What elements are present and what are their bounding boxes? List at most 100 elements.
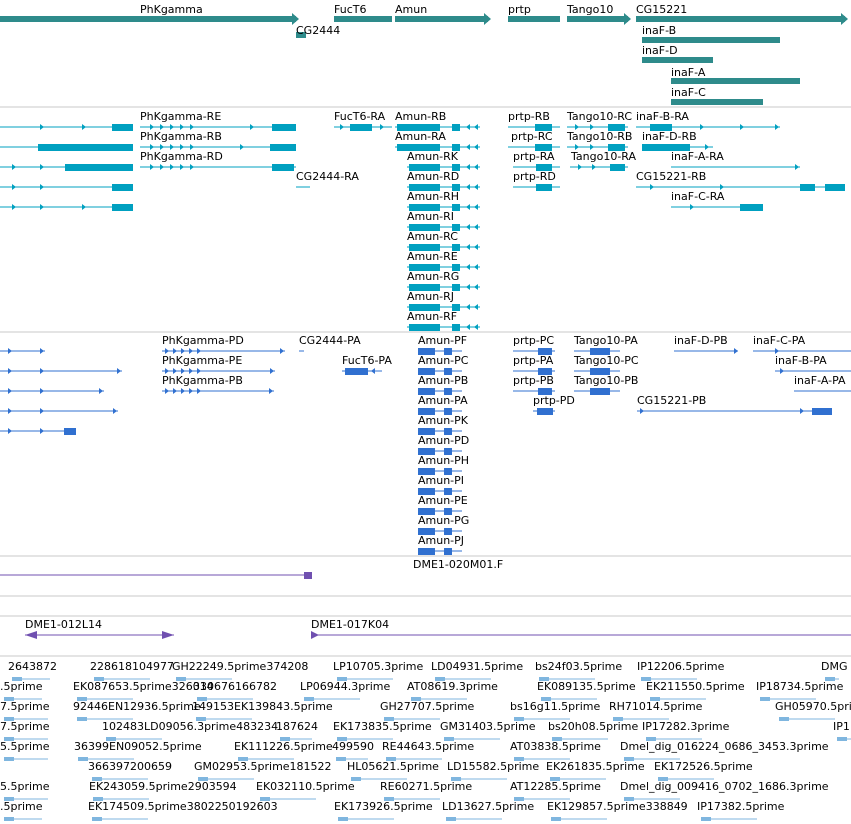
transcript-label-prtp-rc[interactable]: prtp-RC	[511, 130, 553, 143]
protein-label-prtp-pc[interactable]: prtp-PC	[513, 334, 554, 347]
transcript-label-inaf-b-ra[interactable]: inaF-B-RA	[636, 110, 689, 123]
est-label-ek173926-5prime[interactable]: EK173926.5prime	[334, 800, 433, 813]
transcript-label-amun-re[interactable]: Amun-RE	[407, 250, 458, 263]
est-label-dmg[interactable]: DMG	[821, 660, 848, 673]
protein-label-inaf-c-pa[interactable]: inaF-C-PA	[753, 334, 806, 347]
transcript-label-prtp-rd[interactable]: prtp-RD	[513, 170, 556, 183]
clone-label-dme1-012l14[interactable]: DME1-012L14	[25, 618, 102, 631]
protein-label-amun-pe[interactable]: Amun-PE	[418, 494, 468, 507]
est-label-5-5prime[interactable]: 5.5prime	[0, 740, 50, 753]
est-label-ek111226-5prime[interactable]: EK111226.5prime	[234, 740, 333, 753]
gene-label[interactable]: PhKgamma	[140, 3, 203, 16]
est-label-ek261835-5prime[interactable]: EK261835.5prime	[546, 760, 645, 773]
gene-label[interactable]: FucT6	[334, 3, 366, 16]
protein-label-amun-pf[interactable]: Amun-PF	[418, 334, 467, 347]
transcript-label-amun-ra[interactable]: Amun-RA	[395, 130, 446, 143]
transcript-label-tango10-rb[interactable]: Tango10-RB	[566, 130, 632, 143]
est-label-5-5prime[interactable]: 5.5prime	[0, 780, 50, 793]
protein-label-prtp-pa[interactable]: prtp-PA	[513, 354, 554, 367]
est-label-ip18734-5prime[interactable]: IP18734.5prime	[756, 680, 844, 693]
gene-label[interactable]: prtp	[508, 3, 531, 16]
transcript-label-amun-rh[interactable]: Amun-RH	[407, 190, 459, 203]
transcript-label-tango10-rc[interactable]: Tango10-RC	[566, 110, 632, 123]
transcript-label-amun-rf[interactable]: Amun-RF	[407, 310, 457, 323]
est-label-dmel-dig-016224-0686-3453-3prime[interactable]: Dmel_dig_016224_0686_3453.3prime	[620, 740, 829, 753]
est-label-187624[interactable]: 187624	[276, 720, 318, 733]
protein-label-cg2444-pa[interactable]: CG2444-PA	[299, 334, 361, 347]
protein-label-phkgamma-pd[interactable]: PhKgamma-PD	[162, 334, 244, 347]
gene-label[interactable]: inaF-D	[642, 44, 678, 57]
protein-label-amun-pk[interactable]: Amun-PK	[418, 414, 469, 427]
protein-label-tango10-pb[interactable]: Tango10-PB	[573, 374, 638, 387]
protein-label-phkgamma-pb[interactable]: PhKgamma-PB	[162, 374, 243, 387]
protein-label-amun-pi[interactable]: Amun-PI	[418, 474, 464, 487]
est-label-ek243059-5prime2903594[interactable]: EK243059.5prime2903594	[89, 780, 237, 793]
est-label-5prime[interactable]: .5prime	[0, 800, 43, 813]
protein-label-cg15221-pb[interactable]: CG15221-PB	[637, 394, 706, 407]
est-label-lp10705-3prime[interactable]: LP10705.3prime	[333, 660, 424, 673]
transcript-label-tango10-ra[interactable]: Tango10-RA	[570, 150, 636, 163]
protein-label-amun-pj[interactable]: Amun-PJ	[418, 534, 464, 547]
protein-label-inaf-a-pa[interactable]: inaF-A-PA	[794, 374, 846, 387]
gene-label[interactable]: Tango10	[566, 3, 613, 16]
protein-label-tango10-pa[interactable]: Tango10-PA	[573, 334, 638, 347]
transcript-label-cg2444-ra[interactable]: CG2444-RA	[296, 170, 359, 183]
est-label-366397200659[interactable]: 366397200659	[88, 760, 172, 773]
est-label-2643872[interactable]: 2643872	[8, 660, 57, 673]
est-label-ek089135-5prime[interactable]: EK089135.5prime	[537, 680, 636, 693]
est-label-bs20h08-5prime[interactable]: bs20h08.5prime	[548, 720, 638, 733]
transcript-label-inaf-c-ra[interactable]: inaF-C-RA	[671, 190, 725, 203]
protein-label-prtp-pd[interactable]: prtp-PD	[533, 394, 575, 407]
clone-label-dme1-017k04[interactable]: DME1-017K04	[311, 618, 389, 631]
transcript-label-amun-rg[interactable]: Amun-RG	[407, 270, 459, 283]
transcript-label-phkgamma-re[interactable]: PhKgamma-RE	[140, 110, 221, 123]
est-label-gh27707-5prime[interactable]: GH27707.5prime	[380, 700, 475, 713]
gene-label[interactable]: inaF-C	[671, 86, 706, 99]
est-label-ek173835-5prime[interactable]: EK173835.5prime	[333, 720, 432, 733]
est-label-ek032110-5prime[interactable]: EK032110.5prime	[256, 780, 355, 793]
est-label-330676166782[interactable]: 330676166782	[193, 680, 277, 693]
est-label-5prime[interactable]: .5prime	[0, 680, 43, 693]
gene-label[interactable]: CG2444	[296, 24, 340, 37]
transcript-label-phkgamma-rd[interactable]: PhKgamma-RD	[140, 150, 223, 163]
transcript-label-prtp-rb[interactable]: prtp-RB	[508, 110, 550, 123]
protein-label-amun-ph[interactable]: Amun-PH	[418, 454, 469, 467]
protein-label-amun-pa[interactable]: Amun-PA	[418, 394, 468, 407]
est-label-at08619-3prime[interactable]: AT08619.3prime	[407, 680, 498, 693]
est-label-ek087653-5prime326014[interactable]: EK087653.5prime326014	[73, 680, 214, 693]
est-label-ld13627-5prime[interactable]: LD13627.5prime	[442, 800, 534, 813]
est-label-gm31403-5prime[interactable]: GM31403.5prime	[440, 720, 536, 733]
est-label-ek211550-5prime[interactable]: EK211550.5prime	[646, 680, 745, 693]
transcript-label-amun-rd[interactable]: Amun-RD	[407, 170, 459, 183]
transcript-label-cg15221-rb[interactable]: CG15221-RB	[636, 170, 706, 183]
transcript-label-amun-rj[interactable]: Amun-RJ	[407, 290, 454, 303]
transcript-label-amun-rk[interactable]: Amun-RK	[407, 150, 459, 163]
est-label-ek129857-5prime338849[interactable]: EK129857.5prime338849	[547, 800, 688, 813]
transcript-label-phkgamma-rb[interactable]: PhKgamma-RB	[140, 130, 222, 143]
est-label-499590[interactable]: 499590	[332, 740, 374, 753]
est-label-bs24f03-5prime[interactable]: bs24f03.5prime	[535, 660, 622, 673]
est-label-gh05970-5prime[interactable]: GH05970.5prime	[775, 700, 851, 713]
est-label-lp06944-3prime[interactable]: LP06944.3prime	[300, 680, 391, 693]
est-label-92446en12936-5prime[interactable]: 92446EN12936.5prime	[73, 700, 201, 713]
clone-label-dme1-020m01-f[interactable]: DME1-020M01.F	[413, 558, 503, 571]
protein-label-amun-pd[interactable]: Amun-PD	[418, 434, 469, 447]
protein-label-inaf-b-pa[interactable]: inaF-B-PA	[775, 354, 827, 367]
gene-label[interactable]: inaF-B	[642, 24, 676, 37]
transcript-label-inaf-d-rb[interactable]: inaF-D-RB	[642, 130, 697, 143]
est-label-hl05621-5prime[interactable]: HL05621.5prime	[347, 760, 439, 773]
est-label-149153ek139843-5prime[interactable]: 149153EK139843.5prime	[192, 700, 333, 713]
est-label-bs16g11-5prime[interactable]: bs16g11.5prime	[510, 700, 600, 713]
est-label-gh22249-5prime374208[interactable]: GH22249.5prime374208	[172, 660, 308, 673]
protein-label-amun-pc[interactable]: Amun-PC	[418, 354, 469, 367]
gene-label[interactable]: CG15221	[636, 3, 687, 16]
est-label-ip17382-5prime[interactable]: IP17382.5prime	[697, 800, 785, 813]
transcript-label-amun-rb[interactable]: Amun-RB	[395, 110, 446, 123]
transcript-label-prtp-ra[interactable]: prtp-RA	[513, 150, 555, 163]
est-label-7-5prime[interactable]: 7.5prime	[0, 700, 50, 713]
protein-label-amun-pb[interactable]: Amun-PB	[418, 374, 468, 387]
transcript-label-fuct6-ra[interactable]: FucT6-RA	[334, 110, 386, 123]
est-label-7-5prime[interactable]: 7.5prime	[0, 720, 50, 733]
transcript-label-inaf-a-ra[interactable]: inaF-A-RA	[671, 150, 724, 163]
est-label-228618104977[interactable]: 228618104977	[90, 660, 174, 673]
